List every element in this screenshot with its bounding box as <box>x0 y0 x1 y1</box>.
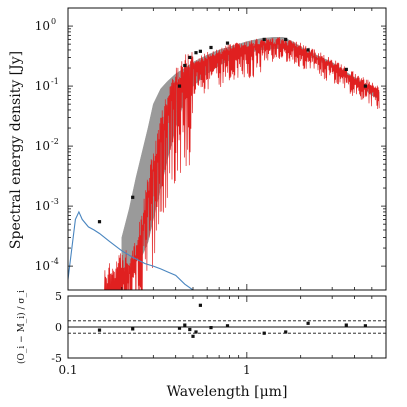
residual-panel: 50-5 0.1 1 (O_i − M_i) / σ_i Wavelength [… <box>16 8 387 400</box>
sed-y-axis-label: Spectral energy density [Jy] <box>8 51 24 249</box>
residual-point <box>363 324 367 328</box>
sed-y-tick-exponent: 0 <box>51 17 56 26</box>
residual-point <box>344 323 348 327</box>
sed-y-tick-label: 10 <box>35 259 50 273</box>
residual-point <box>191 334 195 338</box>
residual-plot-area <box>68 303 386 338</box>
residual-point <box>262 331 266 335</box>
residual-point <box>225 324 230 328</box>
x-tick-label: 1 <box>243 363 251 377</box>
fit-spectrum-line <box>104 36 380 290</box>
photometry-point <box>225 41 230 45</box>
residual-point <box>198 303 202 307</box>
sed-y-tick-label: 10 <box>35 19 50 33</box>
residual-point <box>306 321 310 325</box>
sed-y-tick-exponent: -1 <box>51 77 59 86</box>
photometry-point <box>284 37 288 41</box>
photometry-point <box>131 195 135 199</box>
photometry-point <box>194 51 198 55</box>
photometry-point <box>97 220 102 224</box>
photometry-point <box>183 63 187 68</box>
photometry-point <box>363 84 367 88</box>
residual-point <box>131 327 135 331</box>
sed-y-tick-label: 10 <box>35 139 50 153</box>
sed-y-tick-exponent: -4 <box>51 257 59 266</box>
x-tick-label: 0.1 <box>58 363 77 377</box>
photometry-point <box>344 67 348 71</box>
sed-y-tick-label: 10 <box>35 79 50 93</box>
residual-y-tick-label: 5 <box>55 290 62 303</box>
blue-component-line <box>68 210 194 290</box>
residual-y-axis: 5 0 -5 <box>51 290 73 365</box>
residual-point <box>284 330 288 334</box>
shared-x-axis: 0.1 1 <box>58 8 387 377</box>
residual-point <box>194 330 198 334</box>
residual-y-tick-label: -5 <box>51 352 62 365</box>
residual-point <box>209 326 213 330</box>
x-axis-label: Wavelength [μm] <box>167 384 288 400</box>
sed-y-tick-exponent: -3 <box>51 197 59 206</box>
photometry-point <box>177 84 182 88</box>
sed-y-tick-exponent: -2 <box>51 137 59 146</box>
residual-point <box>183 323 187 327</box>
sed-plot-area <box>68 36 380 290</box>
photometry-point <box>262 37 266 41</box>
residual-point <box>177 326 182 330</box>
residual-point <box>97 328 102 332</box>
residual-y-axis-label: (O_i − M_i) / σ_i <box>16 290 27 364</box>
photometry-point <box>306 48 310 52</box>
photometry-point <box>188 55 192 59</box>
sed-y-tick-label: 10 <box>35 199 50 213</box>
photometry-point <box>209 45 213 50</box>
residual-point <box>188 327 192 332</box>
photometry-point <box>198 49 202 53</box>
residual-y-tick-label: 0 <box>55 321 62 334</box>
